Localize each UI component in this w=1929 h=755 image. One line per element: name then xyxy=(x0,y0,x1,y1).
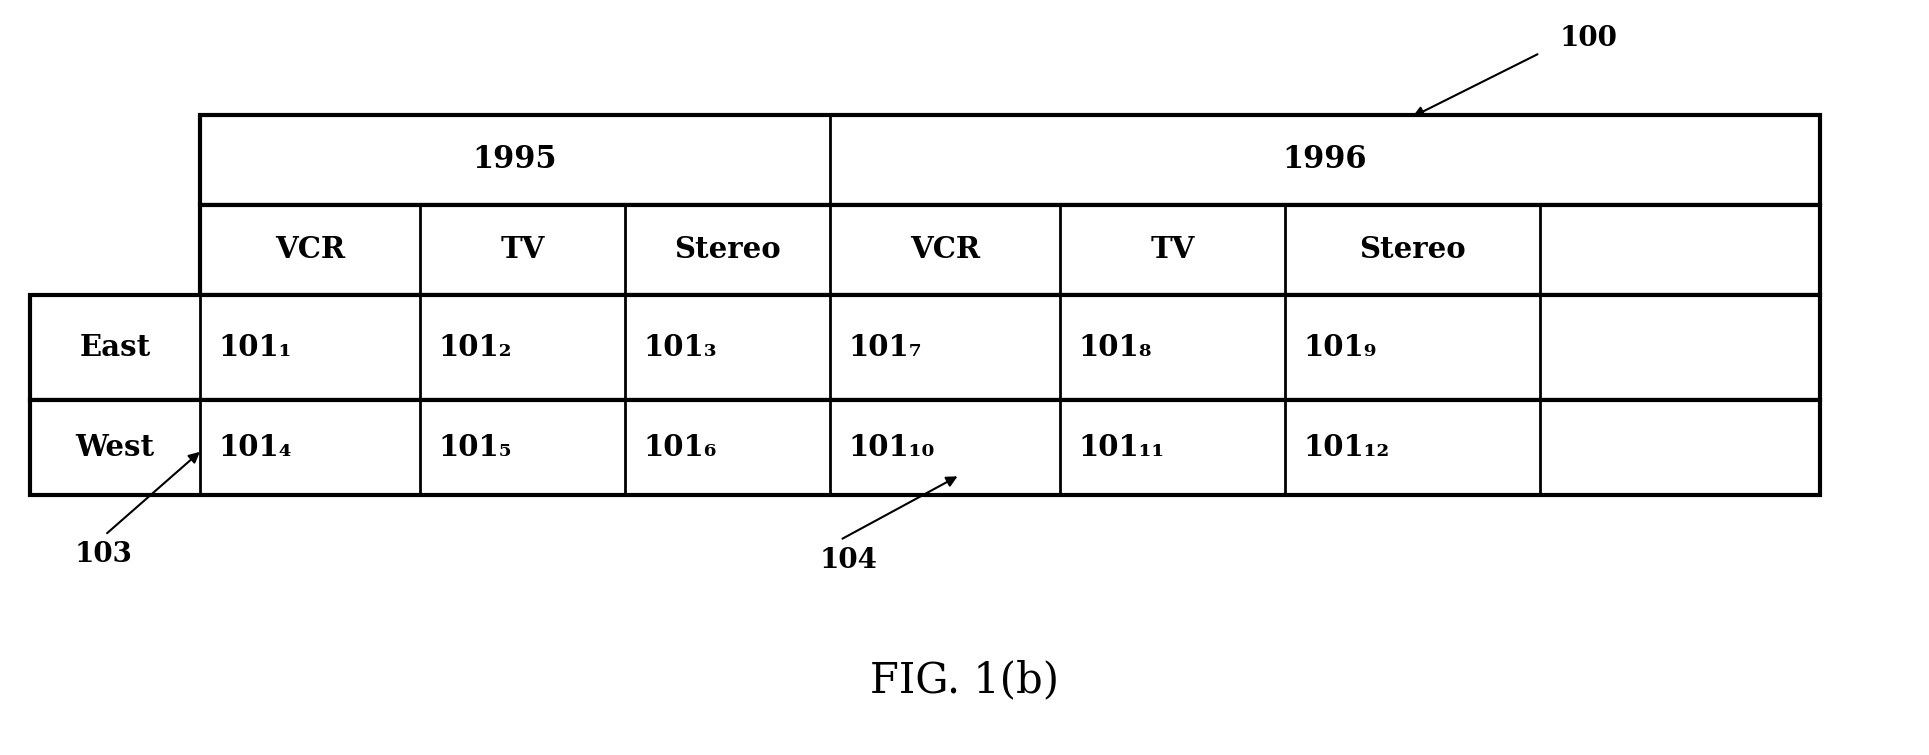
Text: 101₁: 101₁ xyxy=(218,333,291,362)
Text: 101₁₁: 101₁₁ xyxy=(1078,433,1165,462)
Bar xyxy=(31,295,1819,400)
Text: Stereo: Stereo xyxy=(1360,236,1466,264)
Text: TV: TV xyxy=(500,236,544,264)
Text: 1996: 1996 xyxy=(1283,144,1368,175)
Text: 101₇: 101₇ xyxy=(849,333,922,362)
Text: 101₉: 101₉ xyxy=(1302,333,1377,362)
Text: FIG. 1(b): FIG. 1(b) xyxy=(870,659,1059,701)
Bar xyxy=(201,115,1819,205)
Text: VCR: VCR xyxy=(276,236,345,264)
Text: 1995: 1995 xyxy=(473,144,557,175)
Text: East: East xyxy=(79,333,150,362)
Text: 100: 100 xyxy=(1561,24,1618,51)
Text: 101₅: 101₅ xyxy=(438,433,511,462)
Text: 101₈: 101₈ xyxy=(1078,333,1152,362)
Text: 101₃: 101₃ xyxy=(642,333,716,362)
Text: 101₂: 101₂ xyxy=(438,333,511,362)
Text: 104: 104 xyxy=(820,547,878,574)
Text: Stereo: Stereo xyxy=(675,236,781,264)
Text: TV: TV xyxy=(1150,236,1194,264)
Text: 101₄: 101₄ xyxy=(218,433,291,462)
Text: VCR: VCR xyxy=(910,236,980,264)
Text: 101₆: 101₆ xyxy=(642,433,716,462)
Bar xyxy=(201,205,1819,295)
Bar xyxy=(31,400,1819,495)
Text: 101₁₀: 101₁₀ xyxy=(849,433,934,462)
Text: West: West xyxy=(75,433,154,462)
Text: 103: 103 xyxy=(75,541,133,569)
Text: 101₁₂: 101₁₂ xyxy=(1302,433,1389,462)
